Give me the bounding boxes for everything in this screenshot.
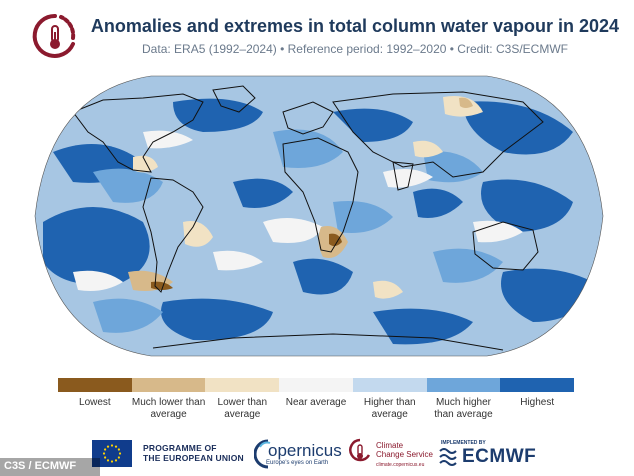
legend-swatch bbox=[279, 378, 353, 392]
legend-label: Higher than average bbox=[363, 397, 416, 420]
map-border bbox=[34, 75, 604, 357]
legend-label: Much lower than average bbox=[131, 397, 206, 420]
ecmwf-logo-icon bbox=[439, 448, 457, 466]
ecmwf-implemented-by: IMPLEMENTED BY bbox=[441, 440, 486, 446]
africa-outline bbox=[282, 137, 359, 253]
ecmwf-name: ECMWF bbox=[462, 446, 537, 467]
legend-swatch bbox=[426, 378, 501, 392]
c3s-name: Climate Change Service bbox=[376, 441, 433, 459]
lower-than-average-patches bbox=[133, 96, 483, 299]
eu-flag-icon bbox=[92, 440, 132, 467]
chart-subtitle: Data: ERA5 (1992–2024) • Reference perio… bbox=[142, 42, 568, 56]
legend-swatch bbox=[205, 378, 280, 392]
legend-label: Highest bbox=[520, 397, 555, 408]
copernicus-logo-icon bbox=[254, 439, 271, 469]
eu-programme-text: PROGRAMME OF THE EUROPEAN UNION bbox=[143, 443, 244, 463]
legend-swatch bbox=[352, 378, 427, 392]
eu-text-line1: PROGRAMME OF bbox=[143, 443, 217, 453]
world-anomaly-map bbox=[33, 72, 605, 360]
highest-anomaly-patches bbox=[43, 98, 593, 345]
eu-text-line2: THE EUROPEAN UNION bbox=[143, 453, 244, 463]
chart-title: Anomalies and extremes in total column w… bbox=[90, 16, 620, 36]
south-america-outline bbox=[142, 177, 204, 293]
c3s-line2: Change Service bbox=[376, 450, 433, 459]
c3s-sub: climate.copernicus.eu bbox=[376, 462, 425, 468]
c3s-line1: Climate bbox=[376, 441, 404, 450]
legend-swatch bbox=[500, 378, 575, 392]
legend-swatch bbox=[131, 378, 206, 392]
asia-outline bbox=[332, 91, 544, 178]
thermometer-dial-icon bbox=[32, 13, 76, 58]
europe-outline bbox=[282, 101, 334, 135]
legend-label: Lower than average bbox=[217, 397, 268, 420]
australia-outline bbox=[472, 221, 539, 271]
antarctica-outline bbox=[152, 333, 504, 351]
copernicus-sub: Europe's eyes on Earth bbox=[266, 460, 329, 466]
legend-label: Near average bbox=[285, 397, 347, 408]
legend-label: Lowest bbox=[79, 397, 111, 408]
legend-swatch bbox=[58, 378, 132, 392]
legend-labels: Lowest Much lower than average Lower than … bbox=[58, 397, 574, 421]
image-credit: C3S / ECMWF bbox=[4, 460, 77, 472]
c3s-logo-icon bbox=[349, 438, 371, 462]
india-outline bbox=[392, 161, 414, 191]
credit-bar bbox=[0, 458, 100, 476]
legend: Lowest Much lower than average Lower than … bbox=[58, 378, 575, 421]
legend-label: Much higher than average bbox=[434, 397, 493, 420]
legend-swatches bbox=[58, 378, 575, 392]
greenland-outline bbox=[212, 85, 256, 113]
continent-outlines bbox=[72, 85, 544, 351]
copernicus-name: opernicus bbox=[268, 441, 342, 460]
north-america-outline bbox=[72, 93, 204, 173]
